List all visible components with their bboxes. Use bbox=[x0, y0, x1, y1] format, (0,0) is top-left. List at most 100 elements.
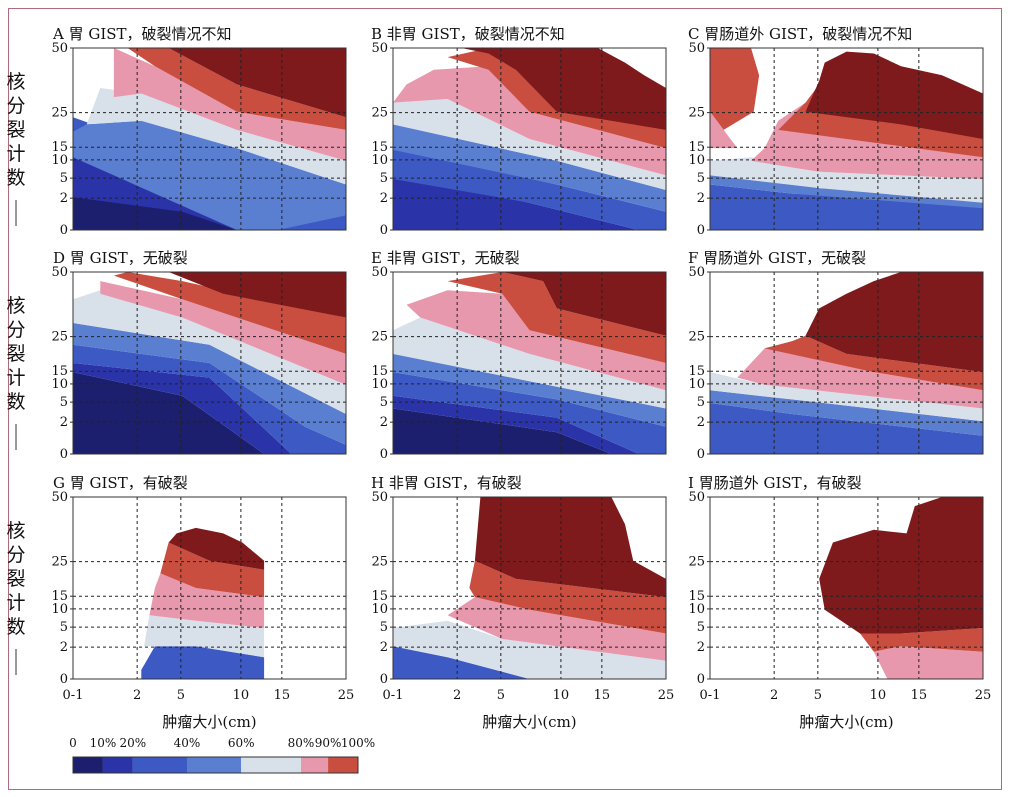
risk-region bbox=[447, 48, 666, 149]
y-tick-label: 50 bbox=[51, 41, 68, 56]
risk-region bbox=[393, 620, 666, 679]
x-tick-label: 5 bbox=[814, 688, 822, 703]
risk-region bbox=[710, 111, 738, 149]
panel-title: A 胃 GIST，破裂情况不知 bbox=[52, 25, 232, 43]
legend-swatch bbox=[301, 757, 329, 773]
svg-text:核: 核 bbox=[6, 295, 25, 317]
y-tick-label: 15 bbox=[688, 140, 705, 155]
x-tick-label: 10 bbox=[233, 688, 250, 703]
y-tick-label: 25 bbox=[371, 555, 388, 570]
risk-region bbox=[873, 646, 983, 679]
y-tick-label: 25 bbox=[688, 330, 705, 345]
y-tick-label: 5 bbox=[60, 395, 68, 410]
svg-text:裂: 裂 bbox=[6, 119, 25, 141]
risk-region bbox=[168, 48, 346, 118]
risk-region bbox=[73, 290, 346, 414]
x-tick-label: 0-1 bbox=[383, 688, 404, 703]
x-tick-label: 2 bbox=[770, 688, 778, 703]
y-tick-label: 25 bbox=[51, 330, 68, 345]
svg-text:计: 计 bbox=[6, 143, 25, 165]
x-axis-label: 肿瘤大小(cm) bbox=[799, 713, 893, 731]
x-tick-label: 15 bbox=[594, 688, 611, 703]
risk-region bbox=[819, 497, 983, 634]
risk-region bbox=[469, 560, 666, 634]
y-tick-label: 10 bbox=[688, 153, 705, 168]
y-tick-label: 15 bbox=[51, 364, 68, 379]
y-tick-label: 10 bbox=[371, 602, 388, 617]
x-tick-label: 10 bbox=[553, 688, 570, 703]
risk-region bbox=[393, 99, 666, 190]
legend-label: 100% bbox=[341, 736, 375, 750]
legend-label: 60% bbox=[228, 736, 255, 750]
y-tick-label: 0 bbox=[697, 672, 705, 687]
svg-text:裂: 裂 bbox=[6, 568, 25, 590]
risk-region bbox=[710, 48, 760, 130]
risk-region bbox=[393, 408, 612, 454]
y-tick-label: 2 bbox=[60, 415, 68, 430]
risk-region bbox=[461, 48, 666, 130]
y-tick-label: 25 bbox=[51, 555, 68, 570]
risk-region bbox=[141, 646, 265, 679]
legend-swatch bbox=[132, 757, 187, 773]
x-tick-label: 2 bbox=[133, 688, 141, 703]
legend-label: 40% bbox=[174, 736, 201, 750]
x-tick-label: 15 bbox=[274, 688, 291, 703]
color-legend: 0 10% 20% 40% 60% 80% 90% 100% bbox=[69, 736, 375, 774]
y-tick-label: 15 bbox=[51, 140, 68, 155]
y-tick-label: 10 bbox=[51, 602, 68, 617]
legend-label: 80% bbox=[288, 736, 315, 750]
legend-label: 90% bbox=[315, 736, 342, 750]
y-tick-label: 5 bbox=[697, 395, 705, 410]
y-tick-label: 50 bbox=[371, 41, 388, 56]
risk-region bbox=[393, 646, 530, 679]
risk-region bbox=[393, 353, 666, 427]
risk-region bbox=[805, 272, 983, 373]
y-tick-label: 50 bbox=[51, 490, 68, 505]
x-tick-label: 0-1 bbox=[700, 688, 721, 703]
risk-region bbox=[149, 573, 265, 628]
y-tick-label: 5 bbox=[60, 171, 68, 186]
risk-region bbox=[737, 341, 983, 409]
figure-frame bbox=[8, 8, 1002, 790]
x-axis-label: 肿瘤大小(cm) bbox=[482, 713, 576, 731]
y-tick-label: 5 bbox=[697, 171, 705, 186]
risk-region bbox=[73, 323, 346, 445]
x-tick-label: 25 bbox=[975, 688, 992, 703]
risk-region bbox=[160, 542, 265, 598]
y-tick-label: 2 bbox=[380, 415, 388, 430]
risk-region bbox=[113, 272, 346, 354]
y-tick-label: 50 bbox=[51, 265, 68, 280]
y-tick-label: 50 bbox=[688, 265, 705, 280]
risk-region bbox=[860, 628, 983, 652]
risk-region bbox=[474, 497, 666, 598]
y-tick-label: 5 bbox=[380, 395, 388, 410]
y-tick-label: 5 bbox=[380, 620, 388, 635]
risk-region bbox=[73, 372, 265, 454]
risk-region bbox=[168, 527, 265, 570]
y-tick-label: 25 bbox=[688, 106, 705, 121]
y-tick-label: 10 bbox=[371, 377, 388, 392]
y-tick-label: 5 bbox=[697, 620, 705, 635]
y-tick-label: 15 bbox=[371, 364, 388, 379]
y-tick-label: 25 bbox=[51, 106, 68, 121]
svg-text:裂: 裂 bbox=[6, 343, 25, 365]
panel-title: D 胃 GIST，无破裂 bbox=[53, 249, 188, 267]
svg-text:分: 分 bbox=[6, 319, 25, 341]
y-tick-label: 10 bbox=[688, 377, 705, 392]
risk-region bbox=[393, 317, 666, 409]
svg-text:核: 核 bbox=[6, 520, 25, 542]
risk-region bbox=[393, 372, 666, 454]
x-axis-label: 肿瘤大小(cm) bbox=[162, 713, 256, 731]
svg-text:计: 计 bbox=[6, 367, 25, 389]
y-tick-label: 10 bbox=[51, 153, 68, 168]
panel-title: F 胃肠道外 GIST，无破裂 bbox=[688, 249, 866, 267]
y-tick-label: 2 bbox=[697, 191, 705, 206]
y-tick-label: 2 bbox=[697, 640, 705, 655]
y-tick-label: 2 bbox=[60, 640, 68, 655]
